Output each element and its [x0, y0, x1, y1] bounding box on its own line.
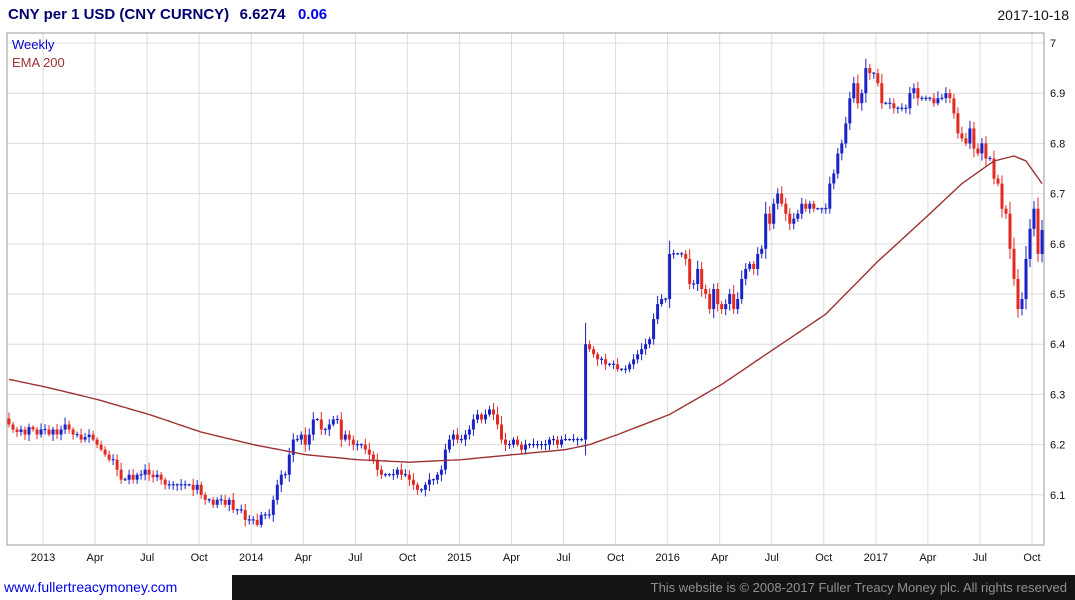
- svg-text:Oct: Oct: [191, 552, 208, 564]
- site-link[interactable]: www.fullertreacymoney.com: [0, 575, 232, 600]
- svg-text:Jul: Jul: [557, 552, 571, 564]
- chart-canvas: 7 6.9 6.8 6.7 6.6 6.5 6.4 6.3 6.2 6.1 2013 Apr Jul Oc…: [6, 32, 1065, 564]
- svg-text:6.4: 6.4: [1050, 339, 1065, 351]
- price-chart[interactable]: 7 6.9 6.8 6.7 6.6 6.5 6.4 6.3 6.2 6.1 2013 Apr Jul Oc…: [0, 0, 1075, 575]
- svg-text:2017: 2017: [864, 552, 888, 564]
- ema-line: [8, 155, 1043, 463]
- svg-text:Jul: Jul: [973, 552, 987, 564]
- svg-text:Apr: Apr: [295, 552, 312, 564]
- instrument-title: CNY per 1 USD (CNY CURNCY): [8, 6, 230, 23]
- chart-legend: Weekly EMA 200: [12, 36, 65, 72]
- svg-text:Oct: Oct: [1023, 552, 1040, 564]
- svg-text:Oct: Oct: [815, 552, 832, 564]
- legend-ema-200: EMA 200: [12, 55, 65, 70]
- svg-text:Apr: Apr: [503, 552, 520, 564]
- svg-text:7: 7: [1050, 38, 1056, 50]
- svg-text:2014: 2014: [239, 552, 263, 564]
- copyright-text: This website is © 2008-2017 Fuller Treac…: [232, 575, 1075, 600]
- svg-text:6.1: 6.1: [1050, 490, 1065, 502]
- x-axis-labels: 2013 Apr Jul Oct 2014 Apr Jul Oct 2015 Apr Jul Oct 2…: [31, 552, 1041, 564]
- svg-text:Jul: Jul: [348, 552, 362, 564]
- svg-text:Oct: Oct: [399, 552, 416, 564]
- svg-text:Jul: Jul: [765, 552, 779, 564]
- price-change: 0.06: [297, 6, 328, 23]
- y-axis-labels: 7 6.9 6.8 6.7 6.6 6.5 6.4 6.3 6.2 6.1: [1050, 38, 1065, 502]
- svg-text:6.8: 6.8: [1050, 138, 1065, 150]
- svg-text:Jul: Jul: [140, 552, 154, 564]
- svg-text:6.6: 6.6: [1050, 239, 1065, 251]
- svg-text:Apr: Apr: [919, 552, 936, 564]
- svg-text:Oct: Oct: [607, 552, 624, 564]
- chart-header: CNY per 1 USD (CNY CURNCY) 6.6274 0.06 2…: [0, 0, 1075, 30]
- svg-text:Apr: Apr: [87, 552, 104, 564]
- svg-text:6.3: 6.3: [1050, 389, 1065, 401]
- svg-text:2013: 2013: [31, 552, 55, 564]
- svg-text:Apr: Apr: [711, 552, 728, 564]
- svg-text:6.5: 6.5: [1050, 289, 1065, 301]
- quote-date: 2017-10-18: [997, 7, 1069, 23]
- svg-text:6.9: 6.9: [1050, 88, 1065, 100]
- grid-layer: [6, 32, 1045, 546]
- svg-text:2016: 2016: [655, 552, 679, 564]
- legend-timeframe: Weekly: [12, 37, 55, 52]
- svg-text:6.7: 6.7: [1050, 189, 1065, 201]
- candle-layer: [7, 58, 1044, 528]
- svg-text:6.2: 6.2: [1050, 440, 1065, 452]
- svg-text:2015: 2015: [447, 552, 471, 564]
- footer-bar: www.fullertreacymoney.com This website i…: [0, 575, 1075, 600]
- last-price: 6.6274: [239, 6, 286, 23]
